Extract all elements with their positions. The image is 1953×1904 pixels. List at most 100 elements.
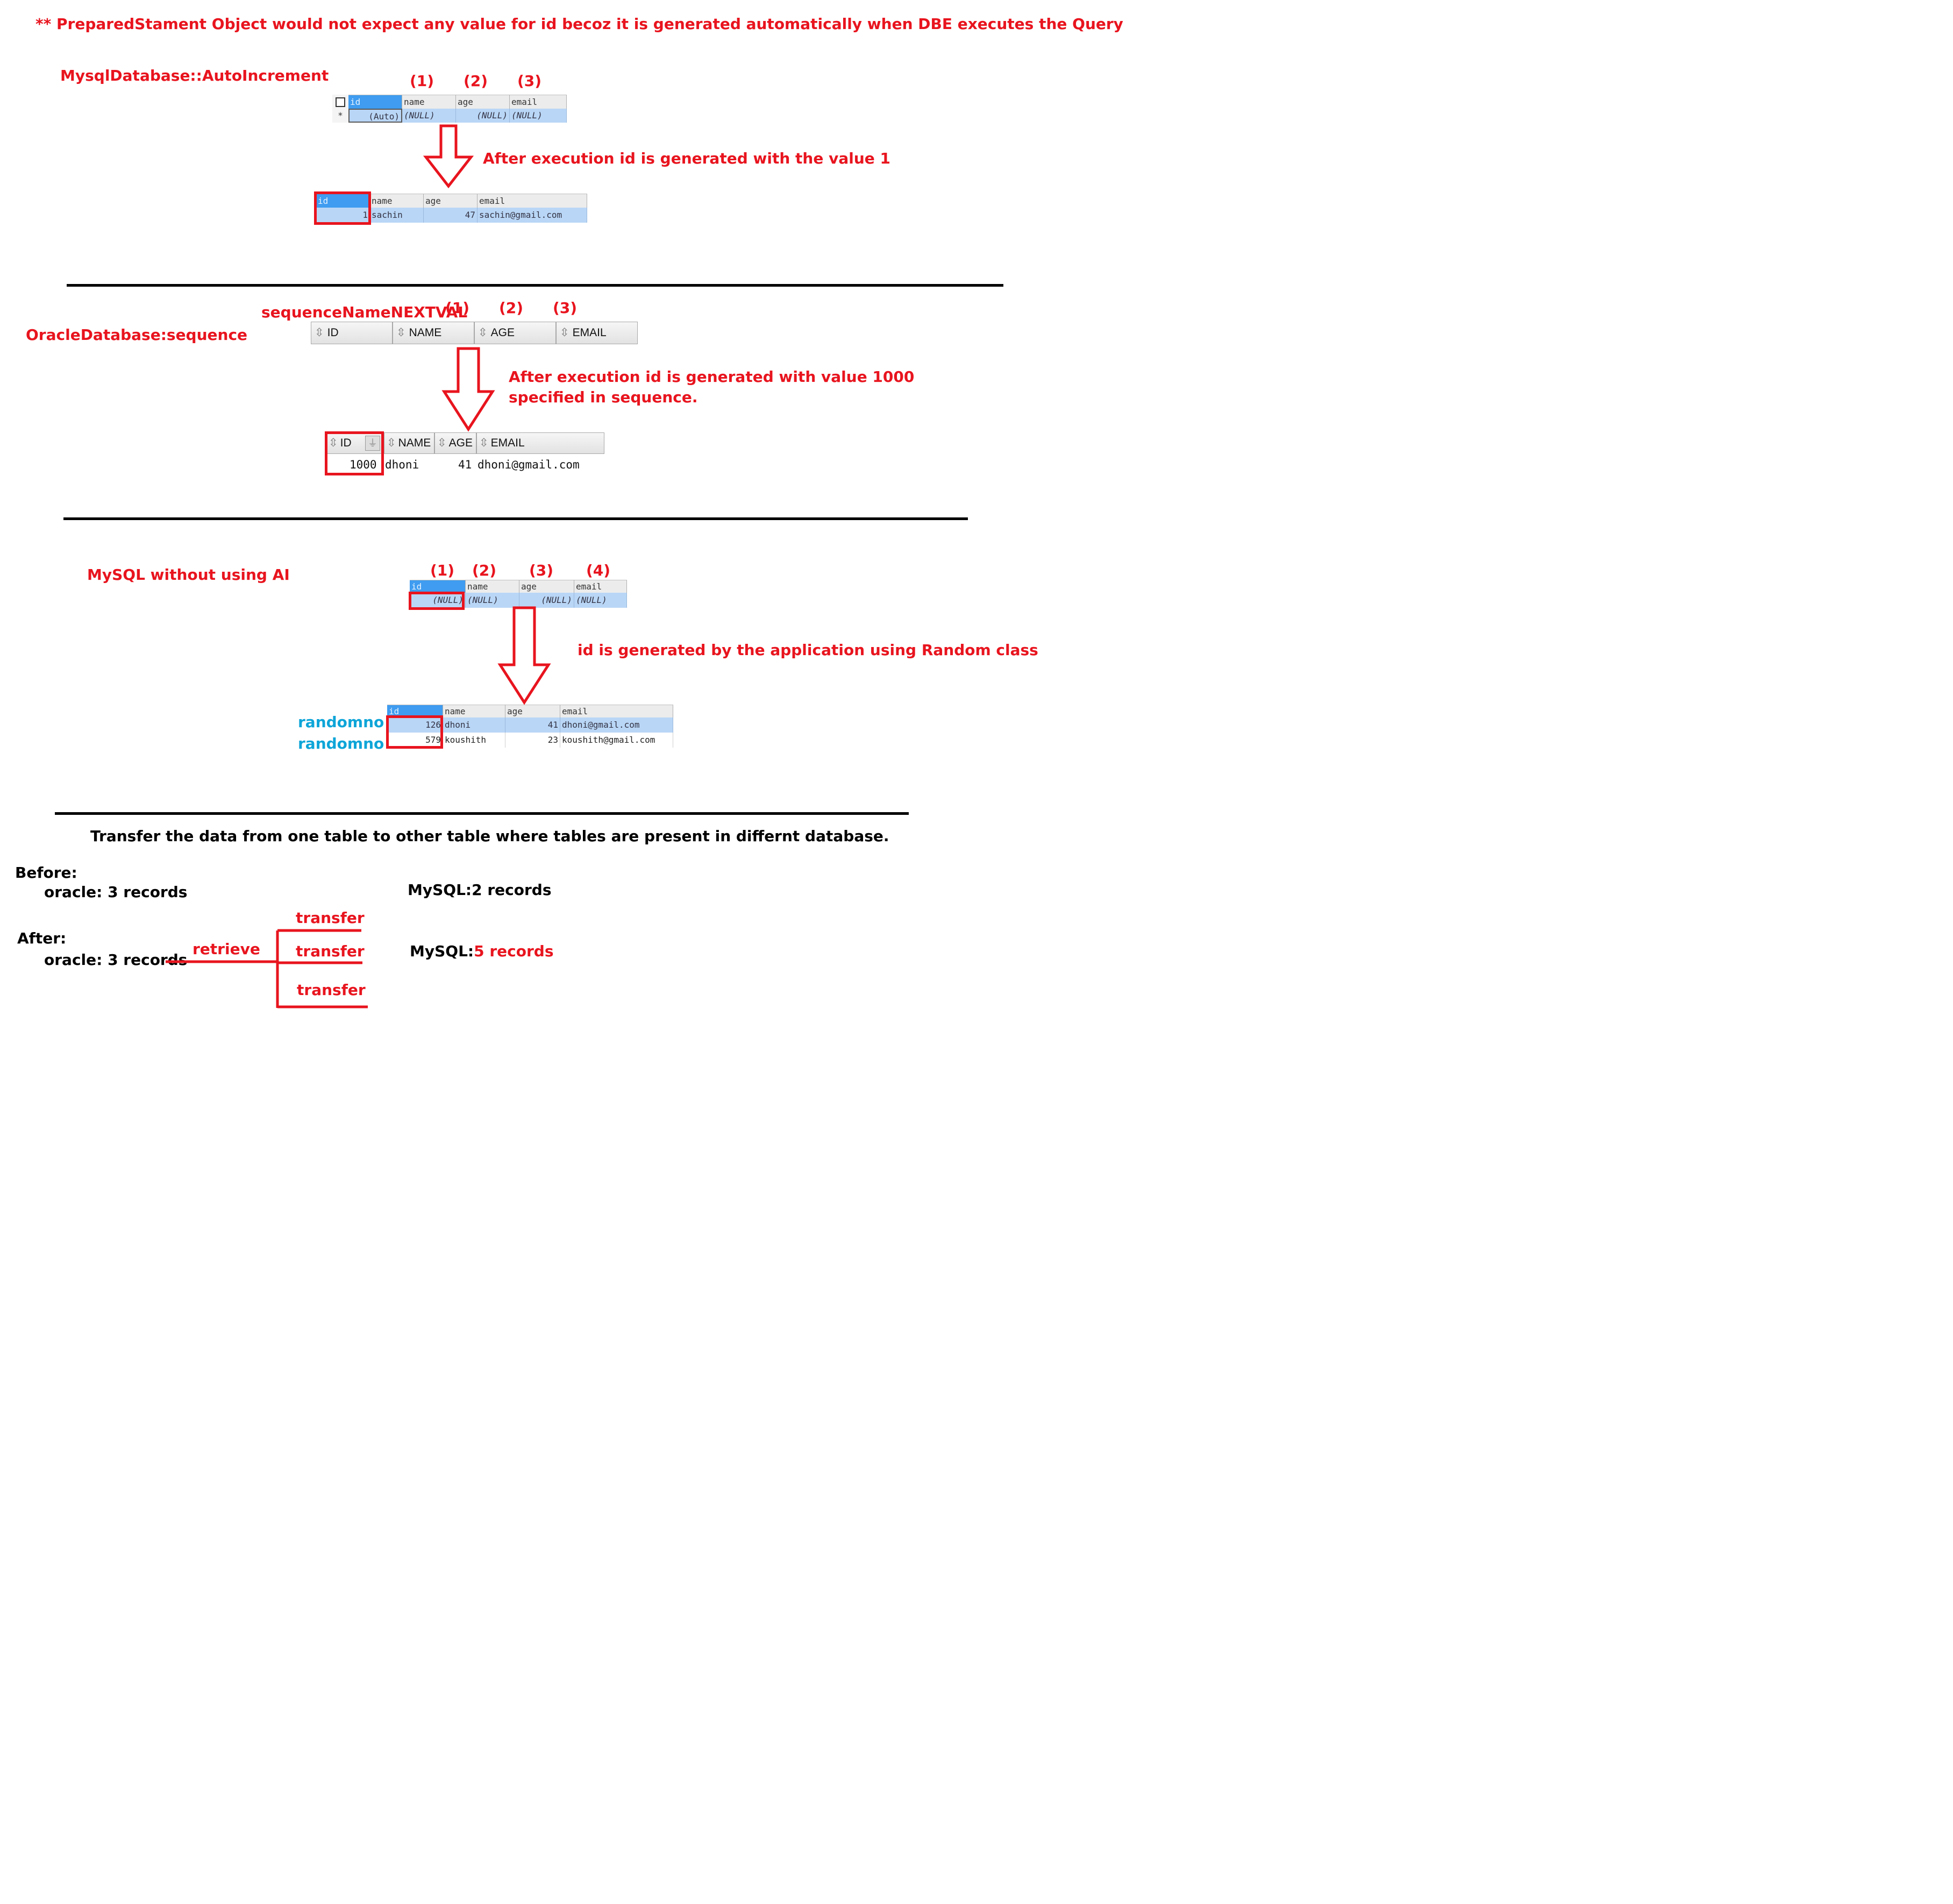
cell-email[interactable]: sachin@gmail.com xyxy=(477,208,587,223)
header-label: NAME xyxy=(409,326,442,339)
transfer-label-1: transfer xyxy=(296,909,365,927)
marker-3: (3) xyxy=(529,562,554,579)
random-caption: id is generated by the application using… xyxy=(578,641,1038,659)
after-mysql-value: 5 records xyxy=(474,942,554,960)
marker-1: (1) xyxy=(410,72,434,90)
marker-2: (2) xyxy=(464,72,488,90)
cell-age[interactable]: 41 xyxy=(458,458,472,471)
column-header-email[interactable]: email xyxy=(510,95,567,109)
column-header-age[interactable]: age xyxy=(505,705,560,717)
mysql-without-ai-title: MySQL without using AI xyxy=(87,566,290,584)
column-header-id[interactable]: id xyxy=(316,194,370,208)
autoinc-caption: After execution id is generated with the… xyxy=(483,150,890,167)
retrieve-label: retrieve xyxy=(193,940,260,958)
autoinc-before-table: id name age email * (Auto) (NULL) (NULL)… xyxy=(332,95,567,123)
column-header-age[interactable]: age xyxy=(456,95,510,109)
header-label: AGE xyxy=(490,326,515,339)
header-label: NAME xyxy=(398,437,431,449)
marker-1: (1) xyxy=(445,299,470,317)
filter-icon[interactable]: ⏚ xyxy=(365,436,380,451)
column-header-name[interactable]: ⇳ NAME xyxy=(393,322,474,344)
header-label: EMAIL xyxy=(572,326,607,339)
column-header-id[interactable]: id xyxy=(410,580,466,593)
new-row-marker: * xyxy=(332,109,348,123)
marker-4: (4) xyxy=(586,562,611,579)
header-label: ID xyxy=(327,326,339,339)
after-mysql: MySQL:5 records xyxy=(410,942,554,960)
column-header-name[interactable]: ⇳ NAME xyxy=(384,432,434,454)
sequence-caption-line2: specified in sequence. xyxy=(509,388,698,406)
section-divider xyxy=(67,284,1003,287)
marker-1: (1) xyxy=(430,562,455,579)
cell-email[interactable]: (NULL) xyxy=(510,109,567,123)
transfer-label-3: transfer xyxy=(297,981,366,999)
marker-2: (2) xyxy=(472,562,497,579)
after-mysql-prefix: MySQL: xyxy=(410,942,474,960)
marker-3: (3) xyxy=(553,299,578,317)
marker-2: (2) xyxy=(499,299,524,317)
cell-id[interactable]: (NULL) xyxy=(410,593,466,608)
cell-age[interactable]: (NULL) xyxy=(456,109,510,123)
oracle-sequence-title: OracleDatabase:sequence xyxy=(26,326,248,344)
select-all-checkbox[interactable] xyxy=(332,95,348,109)
cell-name[interactable]: dhoni xyxy=(443,717,505,733)
column-header-age[interactable]: ⇳ AGE xyxy=(434,432,476,454)
marker-3: (3) xyxy=(517,72,542,90)
section-divider xyxy=(63,517,968,520)
down-arrow-icon xyxy=(497,606,551,705)
column-header-email[interactable]: email xyxy=(574,580,627,593)
column-header-id[interactable]: id xyxy=(348,95,402,109)
cell-name[interactable]: (NULL) xyxy=(402,109,456,123)
randomno-label-2: randomno xyxy=(298,735,384,752)
column-header-name[interactable]: name xyxy=(402,95,456,109)
column-header-name[interactable]: name xyxy=(443,705,505,717)
cell-name[interactable]: koushith xyxy=(443,733,505,748)
column-header-email[interactable]: ⇳ EMAIL xyxy=(476,432,604,454)
randomno-label-1: randomno xyxy=(298,713,384,731)
section-divider xyxy=(55,812,909,815)
column-header-name[interactable]: name xyxy=(370,194,424,208)
cell-age[interactable]: (NULL) xyxy=(519,593,574,608)
before-label: Before: xyxy=(15,864,77,882)
cell-email[interactable]: dhoni@gmail.com xyxy=(560,717,673,733)
column-header-age[interactable]: age xyxy=(424,194,477,208)
after-oracle: oracle: 3 records xyxy=(44,951,188,969)
id-highlight-box xyxy=(409,592,465,610)
column-header-age[interactable]: ⇳ AGE xyxy=(474,322,556,344)
autoinc-after-table: id name age email 1 sachin 47 sachin@gma… xyxy=(316,194,587,223)
cell-name[interactable]: (NULL) xyxy=(466,593,519,608)
header-label: EMAIL xyxy=(490,437,525,449)
transfer-label-2: transfer xyxy=(296,942,365,960)
cell-name[interactable]: sachin xyxy=(370,208,424,223)
cell-id[interactable]: 579 xyxy=(387,733,443,748)
cell-id[interactable]: 1000 xyxy=(350,458,377,471)
cell-email[interactable]: koushith@gmail.com xyxy=(560,733,673,748)
column-header-name[interactable]: name xyxy=(466,580,519,593)
cell-id[interactable]: (Auto) xyxy=(348,109,402,123)
sequence-caption-line1: After execution id is generated with val… xyxy=(509,368,915,386)
column-header-email[interactable]: ⇳ EMAIL xyxy=(556,322,638,344)
mysql-autoincrement-title: MysqlDatabase::AutoIncrement xyxy=(60,67,329,84)
cell-age[interactable]: 23 xyxy=(505,733,560,748)
column-header-email[interactable]: email xyxy=(560,705,673,717)
prepared-statement-note: ** PreparedStament Object would not expe… xyxy=(35,15,1123,33)
id-highlight-box xyxy=(386,715,443,749)
column-header-id[interactable]: ⇳ ID xyxy=(311,322,393,344)
cell-age[interactable]: 41 xyxy=(505,717,560,733)
down-arrow-icon xyxy=(441,347,495,432)
cell-id[interactable]: 1 xyxy=(316,208,370,223)
noai-before-table: id name age email (NULL) (NULL) (NULL) (… xyxy=(410,580,627,608)
down-arrow-icon xyxy=(423,124,474,189)
transfer-title: Transfer the data from one table to othe… xyxy=(90,827,889,845)
column-header-email[interactable]: email xyxy=(477,194,587,208)
column-header-age[interactable]: age xyxy=(519,580,574,593)
after-label: After: xyxy=(17,929,67,947)
transfer-connectors xyxy=(166,929,368,1008)
cell-name[interactable]: dhoni xyxy=(385,458,419,471)
column-header-id[interactable]: ⇳ ID ⏚ xyxy=(326,432,384,454)
cell-email[interactable]: dhoni@gmail.com xyxy=(477,458,580,471)
cell-email[interactable]: (NULL) xyxy=(574,593,627,608)
header-label: AGE xyxy=(448,437,473,449)
cell-age[interactable]: 47 xyxy=(424,208,477,223)
